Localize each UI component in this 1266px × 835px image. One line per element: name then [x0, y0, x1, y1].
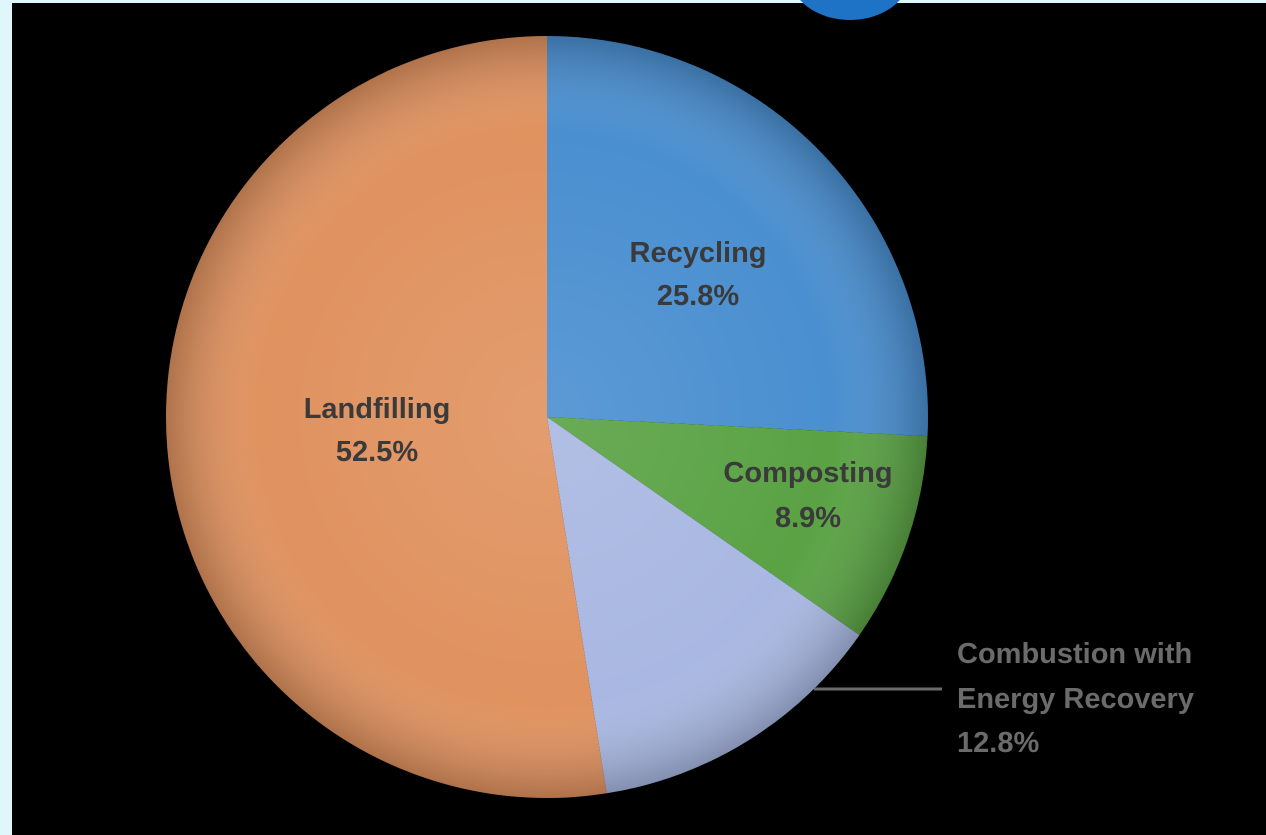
value-combustion: 12.8% [957, 727, 1039, 759]
label-recycling: Recycling [630, 237, 767, 269]
label-composting: Composting [723, 457, 892, 489]
label-combustion-line-2: Energy Recovery [957, 683, 1194, 715]
label-combustion-line-1: Combustion with [957, 638, 1192, 670]
label-landfilling: Landfilling [304, 393, 451, 425]
value-recycling: 25.8% [657, 280, 739, 312]
pie-slices [166, 36, 928, 798]
value-landfilling: 52.5% [336, 436, 418, 468]
value-composting: 8.9% [775, 502, 841, 534]
